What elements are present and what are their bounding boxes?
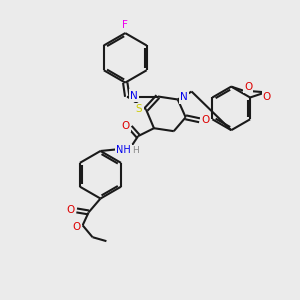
Text: O: O xyxy=(244,82,252,92)
Text: F: F xyxy=(122,20,128,30)
Text: O: O xyxy=(263,92,271,103)
Text: H: H xyxy=(132,146,139,155)
Text: NH: NH xyxy=(116,145,130,155)
Text: S: S xyxy=(136,104,142,114)
Text: O: O xyxy=(201,115,210,125)
Text: O: O xyxy=(73,222,81,232)
Text: O: O xyxy=(67,206,75,215)
Text: N: N xyxy=(130,91,138,100)
Text: N: N xyxy=(180,92,188,103)
Text: O: O xyxy=(121,121,129,131)
